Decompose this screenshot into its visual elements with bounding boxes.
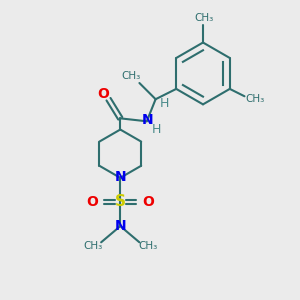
Text: N: N [115, 169, 126, 184]
Text: CH₃: CH₃ [138, 241, 157, 251]
Text: N: N [115, 218, 126, 233]
Text: O: O [87, 195, 98, 209]
Text: H: H [160, 97, 169, 110]
Text: CH₃: CH₃ [194, 14, 214, 23]
Text: N: N [142, 113, 153, 128]
Text: O: O [97, 87, 109, 101]
Text: CH₃: CH₃ [83, 241, 103, 251]
Text: H: H [152, 123, 161, 136]
Text: CH₃: CH₃ [121, 71, 140, 81]
Text: O: O [142, 195, 154, 209]
Text: CH₃: CH₃ [245, 94, 264, 104]
Text: S: S [115, 194, 126, 209]
